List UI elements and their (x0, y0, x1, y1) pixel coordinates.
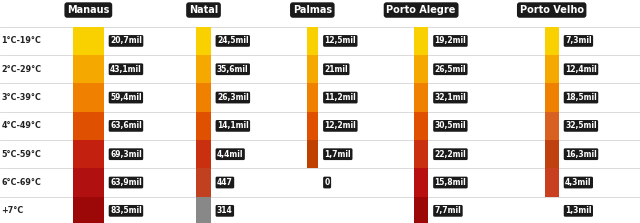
Bar (73, 140, 104, 168)
Text: Natal: Natal (189, 5, 218, 15)
Text: 16,3mil: 16,3mil (565, 150, 597, 159)
Text: 35,6mil: 35,6mil (217, 65, 248, 74)
Text: 1,7mil: 1,7mil (324, 150, 351, 159)
Text: 0: 0 (324, 178, 330, 187)
Text: 63,6mil: 63,6mil (110, 121, 142, 130)
Text: 14,1mil: 14,1mil (217, 121, 249, 130)
Bar (545, 168, 559, 197)
Bar (414, 112, 428, 140)
Text: 12,4mil: 12,4mil (565, 65, 597, 74)
Text: 7,7mil: 7,7mil (435, 206, 461, 215)
Bar (307, 83, 318, 112)
Bar (196, 112, 211, 140)
Bar (545, 140, 559, 168)
Text: 3°C-39°C: 3°C-39°C (1, 93, 41, 102)
Text: 26,5mil: 26,5mil (435, 65, 466, 74)
Bar (545, 55, 559, 83)
Text: 18,5mil: 18,5mil (565, 93, 597, 102)
Bar (73, 83, 104, 112)
Text: 447: 447 (217, 178, 233, 187)
Text: Porto Velho: Porto Velho (520, 5, 584, 15)
Bar (307, 27, 318, 55)
Text: 22,2mil: 22,2mil (435, 150, 467, 159)
Text: Manaus: Manaus (67, 5, 109, 15)
Text: 2°C-29°C: 2°C-29°C (1, 65, 42, 74)
Text: 1,3mil: 1,3mil (565, 206, 591, 215)
Text: 19,2mil: 19,2mil (435, 36, 467, 45)
Bar (196, 168, 211, 197)
Text: 6°C-69°C: 6°C-69°C (1, 178, 41, 187)
Text: 83,5mil: 83,5mil (110, 206, 142, 215)
Text: 4,4mil: 4,4mil (217, 150, 243, 159)
Bar (73, 55, 104, 83)
Bar (307, 140, 318, 168)
Text: Palmas: Palmas (292, 5, 332, 15)
Bar (307, 112, 318, 140)
Bar (73, 197, 104, 223)
Bar (196, 83, 211, 112)
Text: 12,2mil: 12,2mil (324, 121, 356, 130)
Text: 32,5mil: 32,5mil (565, 121, 596, 130)
Text: 43,1mil: 43,1mil (110, 65, 142, 74)
Bar (73, 112, 104, 140)
Text: 63,9mil: 63,9mil (110, 178, 142, 187)
Text: 4,3mil: 4,3mil (565, 178, 591, 187)
Text: 69,3mil: 69,3mil (110, 150, 142, 159)
Text: 59,4mil: 59,4mil (110, 93, 141, 102)
Bar (196, 197, 211, 223)
Text: 26,3mil: 26,3mil (217, 93, 249, 102)
Text: 21mil: 21mil (324, 65, 348, 74)
Bar (196, 140, 211, 168)
Text: 11,2mil: 11,2mil (324, 93, 356, 102)
Bar (414, 55, 428, 83)
Text: 5°C-59°C: 5°C-59°C (1, 150, 41, 159)
Text: 30,5mil: 30,5mil (435, 121, 466, 130)
Bar (196, 27, 211, 55)
Text: Porto Alegre: Porto Alegre (387, 5, 456, 15)
Text: +7°C: +7°C (1, 206, 24, 215)
Bar (414, 168, 428, 197)
Bar (414, 140, 428, 168)
Bar (73, 27, 104, 55)
Bar (414, 197, 428, 223)
Bar (307, 55, 318, 83)
Bar (545, 112, 559, 140)
Text: 4°C-49°C: 4°C-49°C (1, 121, 41, 130)
Bar (73, 168, 104, 197)
Bar (545, 27, 559, 55)
Bar (414, 83, 428, 112)
Text: 20,7mil: 20,7mil (110, 36, 142, 45)
Text: 15,8mil: 15,8mil (435, 178, 467, 187)
Bar (196, 55, 211, 83)
Bar (414, 27, 428, 55)
Text: 314: 314 (217, 206, 233, 215)
Bar (545, 83, 559, 112)
Text: 32,1mil: 32,1mil (435, 93, 467, 102)
Text: 24,5mil: 24,5mil (217, 36, 248, 45)
Text: 1°C-19°C: 1°C-19°C (1, 36, 41, 45)
Text: 12,5mil: 12,5mil (324, 36, 356, 45)
Text: 7,3mil: 7,3mil (565, 36, 592, 45)
